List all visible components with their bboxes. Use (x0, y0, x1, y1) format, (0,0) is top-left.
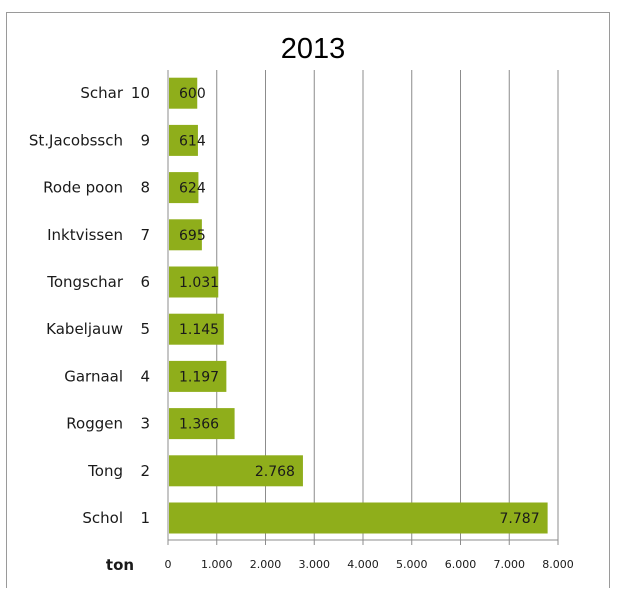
x-tick-label: 6.000 (445, 558, 477, 571)
x-tick-label: 8.000 (542, 558, 574, 571)
category-label: Kabeljauw (46, 320, 123, 338)
bar (169, 266, 219, 298)
rank-label: 8 (140, 179, 150, 197)
bar (169, 219, 202, 251)
bars: 7.787 2.768 1.366 1.197 1.145 1.031 695 624 614 6… (169, 77, 548, 534)
rank-label: 4 (140, 367, 150, 385)
bar (169, 313, 224, 345)
bar-value-label: 600 (179, 86, 206, 102)
rank-label: 7 (140, 226, 150, 244)
chart-title: 2013 (281, 33, 346, 65)
rank-label: 6 (140, 273, 150, 291)
bar (169, 172, 199, 204)
category-label: Schar (80, 84, 123, 102)
bar-value-label: 1.366 (179, 417, 219, 433)
grid-lines (216, 70, 559, 540)
category-label: Tongschar (46, 273, 124, 291)
x-axis: 0 1.000 2.000 3.000 4.000 5.000 6.000 7.000 8.00… (165, 70, 574, 571)
bar (169, 124, 198, 156)
bar (169, 77, 198, 109)
category-label: Inktvissen (47, 226, 123, 244)
x-tick-label: 3.000 (299, 558, 331, 571)
x-tick-label: 7.000 (494, 558, 526, 571)
bar-value-label: 624 (179, 181, 206, 197)
bar-value-label: 614 (179, 133, 206, 149)
rank-label: 3 (140, 415, 150, 433)
rank-label: 5 (140, 320, 150, 338)
rank-label: 2 (140, 462, 150, 480)
bar (169, 360, 227, 392)
bar-value-label: 7.787 (500, 511, 540, 527)
rank-label: 10 (131, 84, 150, 102)
category-label: Schol (82, 509, 123, 527)
category-label: Roggen (66, 415, 123, 433)
bar (169, 408, 235, 440)
category-labels: Schol 1 Tong 2 Roggen 3 Garnaal 4 Kabeljauw 5 Tong… (29, 84, 150, 527)
bar (169, 502, 548, 534)
category-label: Garnaal (64, 367, 123, 385)
bar (169, 455, 303, 487)
bar-value-label: 695 (179, 228, 206, 244)
rank-label: 9 (140, 131, 150, 149)
x-axis-unit-label: ton (106, 556, 134, 574)
x-tick-label: 1.000 (201, 558, 233, 571)
category-label: Rode poon (43, 179, 123, 197)
x-tick-label: 2.000 (250, 558, 282, 571)
category-label: St.Jacobssch (29, 131, 123, 149)
bar-value-label: 2.768 (255, 464, 295, 480)
bar-value-label: 1.031 (179, 275, 219, 291)
bar-value-label: 1.197 (179, 369, 219, 385)
x-tick-label: 0 (165, 558, 172, 571)
bar-value-label: 1.145 (179, 322, 219, 338)
rank-label: 1 (140, 509, 150, 527)
category-label: Tong (87, 462, 123, 480)
x-tick-label: 5.000 (396, 558, 428, 571)
x-tick-label: 4.000 (347, 558, 379, 571)
